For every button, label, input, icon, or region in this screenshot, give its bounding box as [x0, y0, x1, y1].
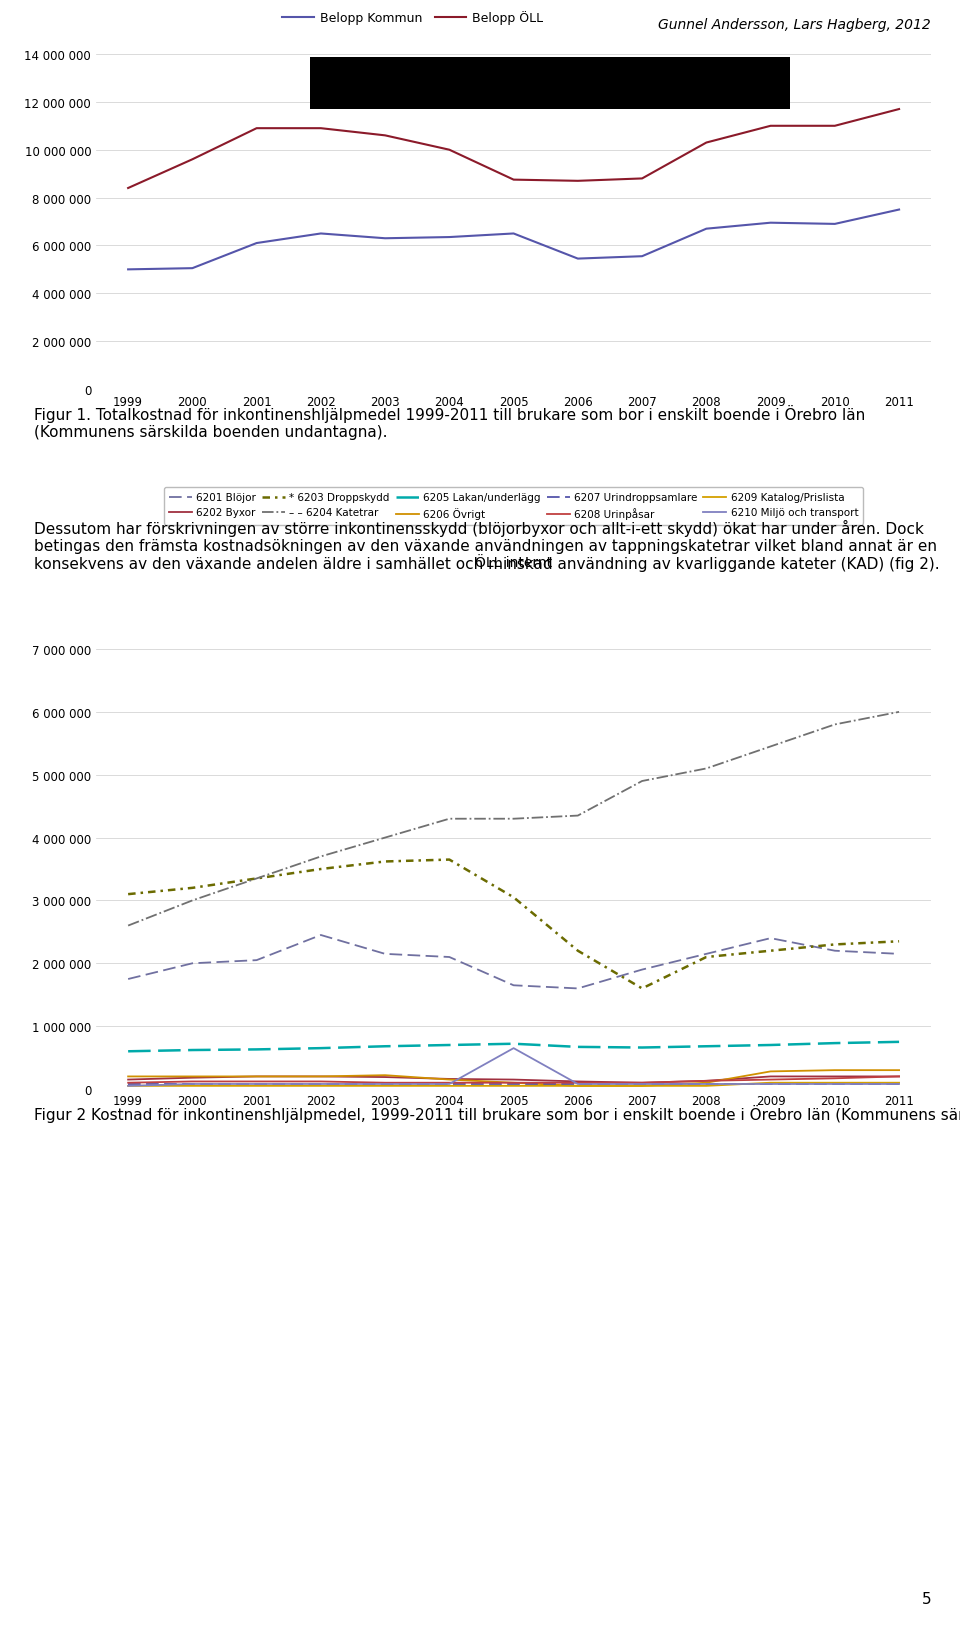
Legend: Belopp Kommun, Belopp ÖLL: Belopp Kommun, Belopp ÖLL	[277, 7, 548, 31]
Text: 5: 5	[922, 1591, 931, 1606]
Text: Gunnel Andersson, Lars Hagberg, 2012: Gunnel Andersson, Lars Hagberg, 2012	[659, 18, 931, 33]
Text: Dessutom har förskrivningen av större inkontinensskydd (blöjorbyxor och allt-i-e: Dessutom har förskrivningen av större in…	[34, 520, 939, 572]
Legend: 6201 Blöjor, 6202 Byxor, * 6203 Droppskydd, – – 6204 Katetrar, 6205 Lakan/underl: 6201 Blöjor, 6202 Byxor, * 6203 Droppsky…	[164, 487, 863, 525]
Text: Figur 2 Kostnad för inkontinenshljälpmedel, 1999-2011 till brukare som bor i ens: Figur 2 Kostnad för inkontinenshljälpmed…	[34, 1104, 960, 1123]
Text: Figur 1. Totalkostnad för inkontinenshljälpmedel 1999-2011 till brukare som bor : Figur 1. Totalkostnad för inkontinenshlj…	[34, 404, 865, 440]
Title: ÖLL internt: ÖLL internt	[475, 556, 552, 569]
